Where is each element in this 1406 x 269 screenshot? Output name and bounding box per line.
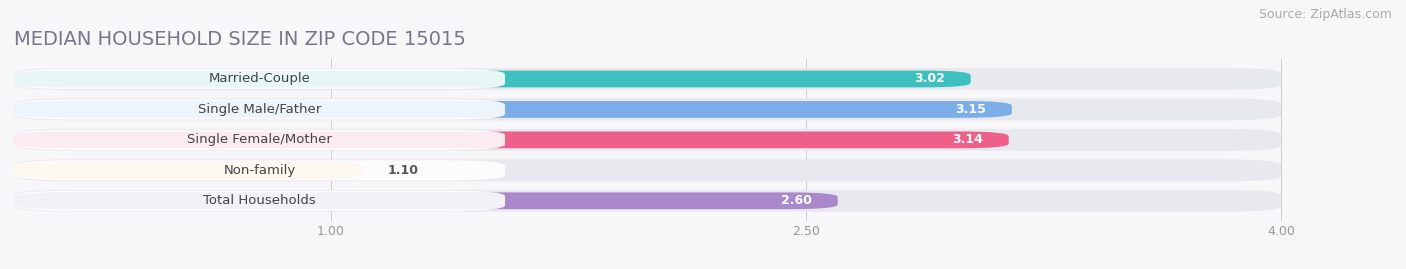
- FancyBboxPatch shape: [14, 69, 505, 89]
- FancyBboxPatch shape: [14, 191, 505, 211]
- FancyBboxPatch shape: [14, 159, 1281, 181]
- Text: Married-Couple: Married-Couple: [208, 72, 311, 86]
- Text: 3.02: 3.02: [914, 72, 945, 86]
- Text: Single Female/Mother: Single Female/Mother: [187, 133, 332, 146]
- Text: 3.14: 3.14: [952, 133, 983, 146]
- FancyBboxPatch shape: [14, 160, 505, 180]
- FancyBboxPatch shape: [14, 130, 505, 150]
- FancyBboxPatch shape: [14, 68, 1281, 90]
- FancyBboxPatch shape: [14, 190, 1281, 212]
- Text: Source: ZipAtlas.com: Source: ZipAtlas.com: [1258, 8, 1392, 21]
- FancyBboxPatch shape: [14, 70, 970, 87]
- Text: 2.60: 2.60: [782, 194, 813, 207]
- Text: 1.10: 1.10: [388, 164, 419, 177]
- FancyBboxPatch shape: [14, 98, 1281, 121]
- Text: Total Households: Total Households: [204, 194, 316, 207]
- Text: MEDIAN HOUSEHOLD SIZE IN ZIP CODE 15015: MEDIAN HOUSEHOLD SIZE IN ZIP CODE 15015: [14, 30, 465, 49]
- Text: Single Male/Father: Single Male/Father: [198, 103, 321, 116]
- FancyBboxPatch shape: [14, 129, 1281, 151]
- FancyBboxPatch shape: [14, 99, 505, 119]
- FancyBboxPatch shape: [14, 101, 1012, 118]
- Text: Non-family: Non-family: [224, 164, 295, 177]
- FancyBboxPatch shape: [14, 162, 363, 179]
- FancyBboxPatch shape: [14, 192, 838, 209]
- Text: 3.15: 3.15: [956, 103, 987, 116]
- FancyBboxPatch shape: [14, 132, 1008, 148]
